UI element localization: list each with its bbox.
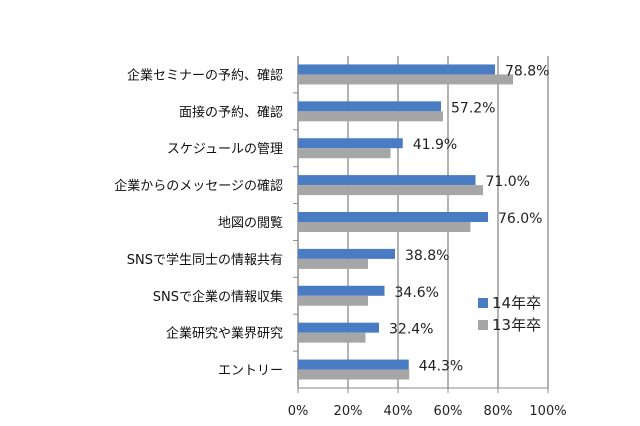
bar-14	[298, 322, 379, 333]
category-label: スケジュールの管理	[167, 142, 283, 157]
bar-14	[298, 101, 441, 112]
data-label: 78.8%	[505, 63, 549, 79]
data-label: 38.8%	[405, 248, 449, 264]
legend-label: 13年卒	[492, 316, 541, 334]
category-label: エントリー	[218, 364, 283, 379]
bar-13	[298, 74, 513, 85]
category-label: 企業からのメッセージの確認	[114, 178, 283, 194]
bar-14	[298, 64, 495, 75]
category-label: SNSで企業の情報収集	[153, 289, 283, 305]
bar-14	[298, 248, 395, 259]
x-tick-label: 20%	[334, 404, 363, 419]
bar-13	[298, 148, 391, 159]
data-label: 57.2%	[451, 100, 495, 116]
data-label: 71.0%	[486, 174, 530, 190]
x-tick-label: 100%	[529, 404, 566, 419]
bar-14	[298, 138, 403, 149]
bar-13	[298, 332, 366, 343]
bar-14	[298, 285, 385, 296]
data-label: 32.4%	[389, 322, 433, 338]
x-tick-label: 40%	[384, 404, 413, 419]
bar-14	[298, 175, 476, 186]
x-tick-label: 60%	[434, 404, 463, 419]
bar-13	[298, 111, 443, 122]
x-tick-label: 80%	[484, 404, 513, 419]
x-tick-label: 0%	[288, 404, 309, 419]
data-label: 41.9%	[413, 137, 457, 153]
legend-label: 14年卒	[492, 294, 541, 312]
bar-14	[298, 212, 488, 222]
data-label: 34.6%	[395, 285, 439, 301]
category-label: 面接の予約、確認	[179, 104, 283, 120]
category-label: 企業セミナーの予約、確認	[127, 67, 283, 83]
data-label: 76.0%	[498, 211, 542, 227]
data-label: 44.3%	[419, 359, 463, 375]
category-label: 地図の閲覧	[218, 215, 283, 231]
legend-swatch	[478, 298, 488, 308]
category-label: 企業研究や業界研究	[166, 326, 283, 342]
bar-13	[298, 369, 410, 380]
bar-13	[298, 222, 471, 232]
bar-13	[298, 258, 368, 269]
bar-13	[298, 295, 368, 306]
legend-swatch	[478, 320, 488, 330]
bar-13	[298, 185, 483, 196]
bar-14	[298, 359, 409, 370]
category-label: SNSで学生同士の情報共有	[127, 252, 283, 268]
